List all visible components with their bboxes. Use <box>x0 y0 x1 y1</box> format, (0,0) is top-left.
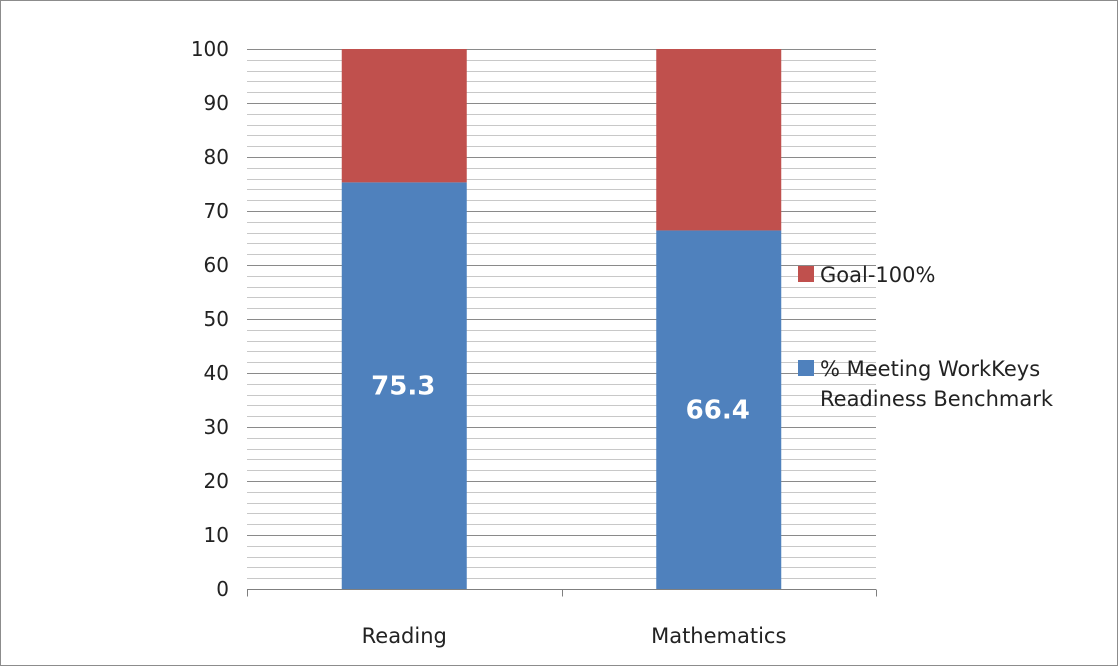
legend-label: Goal-100% <box>820 263 935 287</box>
y-tick-label: 70 <box>204 199 229 223</box>
labels: 75.3 Reading 66.4 Mathematics <box>362 372 787 648</box>
y-tick-label: 90 <box>204 91 229 115</box>
y-tick-label: 60 <box>204 253 229 277</box>
y-tick-label: 0 <box>216 577 229 601</box>
y-tick-label: 10 <box>204 523 229 547</box>
y-tick-label: 20 <box>204 469 229 493</box>
bar-reading-series-1 <box>341 49 467 183</box>
bar-mathematics-series-1 <box>656 49 782 231</box>
legend: Goal-100% % Meeting WorkKeys Readiness Ben… <box>798 263 1054 411</box>
data-label: 75.3 <box>371 372 435 402</box>
legend-label: % Meeting WorkKeys <box>820 357 1040 381</box>
data-label: 66.4 <box>686 396 750 426</box>
y-tick-label: 30 <box>204 415 229 439</box>
y-tick-label: 80 <box>204 145 229 169</box>
y-tick-label: 100 <box>191 37 229 61</box>
gridlines <box>247 49 876 579</box>
legend-swatch <box>798 360 814 376</box>
y-tick-label: 50 <box>204 307 229 331</box>
axes: 0 10 20 30 40 50 60 70 80 90 100 <box>191 37 877 601</box>
legend-swatch <box>798 266 814 282</box>
bar-mathematics-series-0 <box>656 230 782 589</box>
bar-reading-series-0 <box>341 182 467 589</box>
bars <box>341 49 782 589</box>
x-category-label: Mathematics <box>651 624 786 648</box>
legend-label: Readiness Benchmark <box>820 387 1054 411</box>
x-category-label: Reading <box>362 624 447 648</box>
y-tick-label: 40 <box>204 361 229 385</box>
